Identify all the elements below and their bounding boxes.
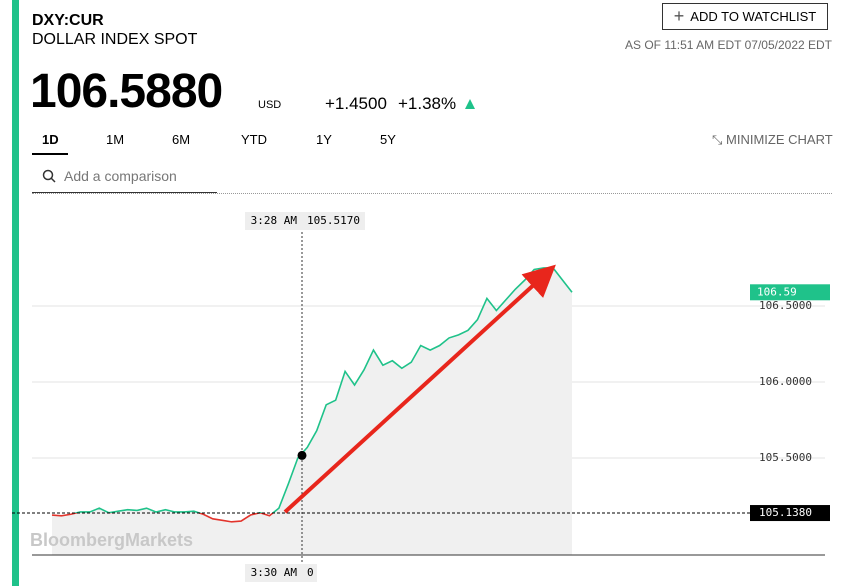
crosshair-axis-value: 0 <box>307 566 314 579</box>
search-placeholder: Add a comparison <box>64 168 177 184</box>
y-tick-label: 106.5000 <box>759 299 812 312</box>
watchlist-button[interactable]: + ADD TO WATCHLIST <box>662 3 828 30</box>
crosshair-bottom-tag <box>245 564 317 582</box>
tab[interactable]: 1M <box>106 132 125 147</box>
minimize-label: MINIMIZE CHART <box>726 132 833 147</box>
minimize-button[interactable]: ⤡ MINIMIZE CHART <box>712 132 833 147</box>
tab[interactable]: 5Y <box>380 132 396 147</box>
search-icon <box>42 169 56 183</box>
tab[interactable]: 1Y <box>316 132 332 147</box>
tab[interactable]: 1D <box>42 132 59 147</box>
y-tick-label: 106.0000 <box>759 375 812 388</box>
previous-close-label: 105.1380 <box>759 506 812 519</box>
divider <box>32 193 832 194</box>
watchlist-label: ADD TO WATCHLIST <box>690 9 817 24</box>
crosshair-time: 3:28 AM <box>251 214 298 227</box>
tab[interactable]: 6M <box>172 132 191 147</box>
tab[interactable]: YTD <box>241 132 267 147</box>
last-price-tag <box>750 284 830 301</box>
accent-bar <box>12 0 19 586</box>
price: 106.5880 <box>30 65 223 118</box>
tab-underline <box>32 153 68 155</box>
timestamp: AS OF 11:51 AM EDT 07/05/2022 EDT <box>625 38 832 52</box>
area <box>52 267 572 555</box>
watermark: BloombergMarkets <box>30 530 193 550</box>
currency: USD <box>258 99 282 111</box>
ticker: DXY:CUR <box>32 12 104 29</box>
crosshair-axis-time: 3:30 AM <box>251 566 298 579</box>
annotation-arrow <box>283 264 556 514</box>
change: +1.4500 <box>325 94 387 113</box>
crosshair-top-tag <box>245 212 365 230</box>
instrument-name: DOLLAR INDEX SPOT <box>32 31 198 48</box>
plus-icon: + <box>673 6 685 26</box>
price-line <box>51 267 573 523</box>
last-price-label: 106.59 <box>757 285 797 298</box>
crosshair-value: 105.5170 <box>307 214 360 227</box>
comparison-search[interactable]: Add a comparison <box>32 160 217 193</box>
change-percent: +1.38% <box>398 94 457 113</box>
crosshair-dot <box>297 450 307 460</box>
y-tick-label: 105.5000 <box>759 451 812 464</box>
up-arrow-icon <box>465 99 475 109</box>
previous-close-tag <box>750 505 830 522</box>
